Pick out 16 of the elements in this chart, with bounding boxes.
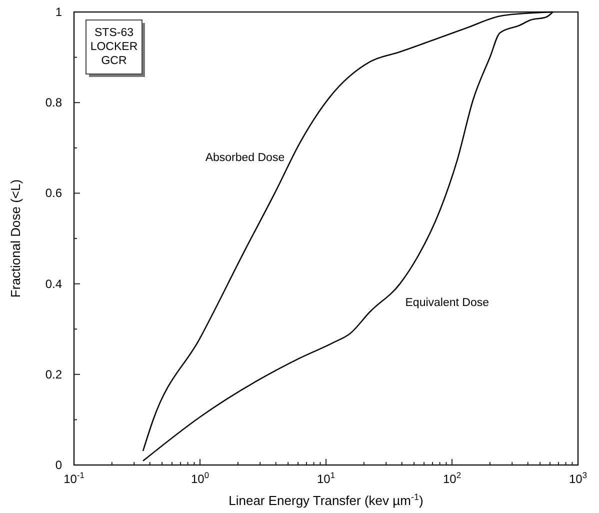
x-tick-label: 10$^{2}$	[442, 470, 462, 486]
y-tick-label: 0.2	[45, 367, 62, 382]
x-axis-title: Linear Energy Transfer (kev µm$^{-1}$)	[228, 492, 424, 508]
x-tick-label: 10$^{1}$	[316, 470, 336, 486]
y-tick-label: 0.4	[45, 276, 62, 291]
y-tick-label: 0.8	[45, 96, 62, 110]
y-axis-title: Fractional Dose (<L)	[8, 179, 23, 298]
annotation: STS-63 LOCKER GCR	[90, 27, 138, 67]
x-tick-label: 10$^{3}$	[568, 470, 588, 486]
x-tick-label: 10$^{0}$	[190, 470, 210, 486]
y-tick-label: 1	[55, 5, 62, 19]
series-label: Equivalent Dose	[405, 296, 490, 309]
x-tick-label: 10$^{-1}$	[64, 470, 85, 486]
series-label: Absorbed Dose	[205, 152, 285, 164]
y-tick-label: 0	[55, 458, 62, 472]
y-tick-label: 0.6	[45, 186, 62, 200]
